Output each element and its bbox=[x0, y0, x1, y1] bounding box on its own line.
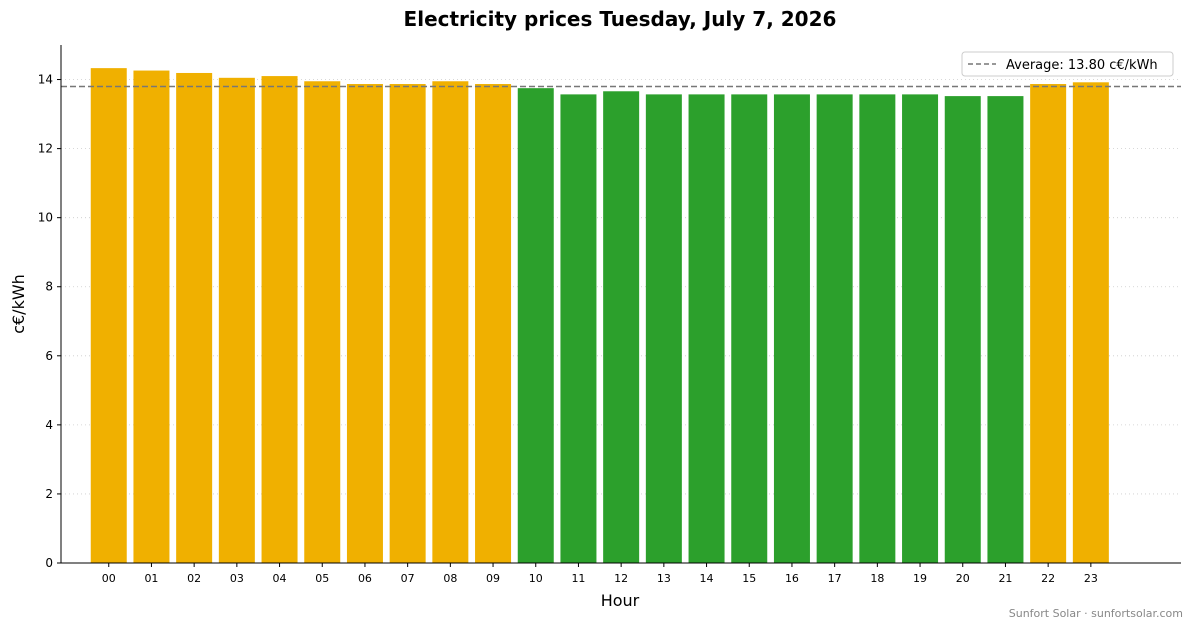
x-tick-label-04: 04 bbox=[273, 572, 287, 585]
bar-20 bbox=[944, 96, 981, 563]
x-tick-label-22: 22 bbox=[1041, 572, 1055, 585]
x-tick-label-18: 18 bbox=[870, 572, 884, 585]
x-tick-label-14: 14 bbox=[700, 572, 714, 585]
y-tick-label: 8 bbox=[45, 280, 53, 294]
bar-07 bbox=[389, 84, 426, 563]
bar-16 bbox=[773, 94, 810, 564]
y-tick-label: 2 bbox=[45, 487, 53, 501]
bar-12 bbox=[603, 91, 640, 564]
bar-11 bbox=[560, 94, 597, 564]
y-tick-label: 14 bbox=[38, 73, 53, 87]
x-tick-label-01: 01 bbox=[144, 572, 158, 585]
bar-04 bbox=[261, 76, 298, 563]
x-tick-label-09: 09 bbox=[486, 572, 500, 585]
bar-03 bbox=[218, 77, 255, 563]
x-ticks: 00 01 02 03 04 05 06 07 08 09 10 11 12 13 14 15 16 17 18 19… bbox=[102, 563, 1098, 585]
y-tick-label: 6 bbox=[45, 349, 53, 363]
y-ticks: 0 2 4 6 8 10 12 14 bbox=[38, 73, 61, 570]
x-tick-label-10: 10 bbox=[529, 572, 543, 585]
x-tick-label-23: 23 bbox=[1084, 572, 1098, 585]
bar-02 bbox=[176, 72, 213, 564]
x-tick-label-17: 17 bbox=[828, 572, 842, 585]
y-tick-label: 10 bbox=[38, 211, 53, 225]
legend-average-label: Average: 13.80 c€/kWh bbox=[1006, 58, 1158, 73]
bar-18 bbox=[859, 94, 896, 564]
x-tick-label-16: 16 bbox=[785, 572, 799, 585]
x-tick-label-05: 05 bbox=[315, 572, 329, 585]
x-tick-label-07: 07 bbox=[401, 572, 415, 585]
x-tick-label-12: 12 bbox=[614, 572, 628, 585]
x-tick-label-00: 00 bbox=[102, 572, 116, 585]
chart-title: Electricity prices Tuesday, July 7, 2026 bbox=[404, 7, 837, 31]
x-tick-label-19: 19 bbox=[913, 572, 927, 585]
y-tick-label: 4 bbox=[45, 418, 53, 432]
x-tick-label-11: 11 bbox=[571, 572, 585, 585]
bar-05 bbox=[304, 81, 341, 563]
bar-06 bbox=[346, 84, 383, 563]
bar-23 bbox=[1072, 82, 1109, 564]
bar-17 bbox=[816, 94, 853, 564]
x-tick-label-21: 21 bbox=[998, 572, 1012, 585]
x-tick-label-02: 02 bbox=[187, 572, 201, 585]
x-tick-label-13: 13 bbox=[657, 572, 671, 585]
bar-19 bbox=[902, 94, 939, 564]
bar-10 bbox=[517, 88, 554, 564]
bar-15 bbox=[731, 94, 768, 564]
legend: Average: 13.80 c€/kWh bbox=[961, 51, 1174, 77]
legend-box bbox=[961, 51, 1174, 77]
bar-08 bbox=[432, 81, 469, 563]
y-tick-label: 12 bbox=[38, 142, 53, 156]
bars bbox=[90, 68, 1109, 564]
x-tick-label-06: 06 bbox=[358, 572, 372, 585]
x-tick-label-03: 03 bbox=[230, 572, 244, 585]
x-tick-label-08: 08 bbox=[443, 572, 457, 585]
bar-21 bbox=[987, 96, 1024, 563]
bar-00 bbox=[90, 68, 127, 564]
bar-09 bbox=[475, 84, 512, 563]
y-tick-label: 0 bbox=[45, 556, 53, 570]
footer-credit: Sunfort Solar · sunfortsolar.com bbox=[1008, 607, 1183, 620]
x-tick-label-20: 20 bbox=[956, 572, 970, 585]
bar-01 bbox=[133, 70, 170, 564]
x-axis-label: Hour bbox=[601, 591, 640, 610]
bar-22 bbox=[1030, 84, 1067, 563]
bar-13 bbox=[645, 94, 682, 564]
y-axis-label: c€/kWh bbox=[9, 274, 28, 334]
x-tick-label-15: 15 bbox=[742, 572, 756, 585]
bar-14 bbox=[688, 94, 725, 564]
